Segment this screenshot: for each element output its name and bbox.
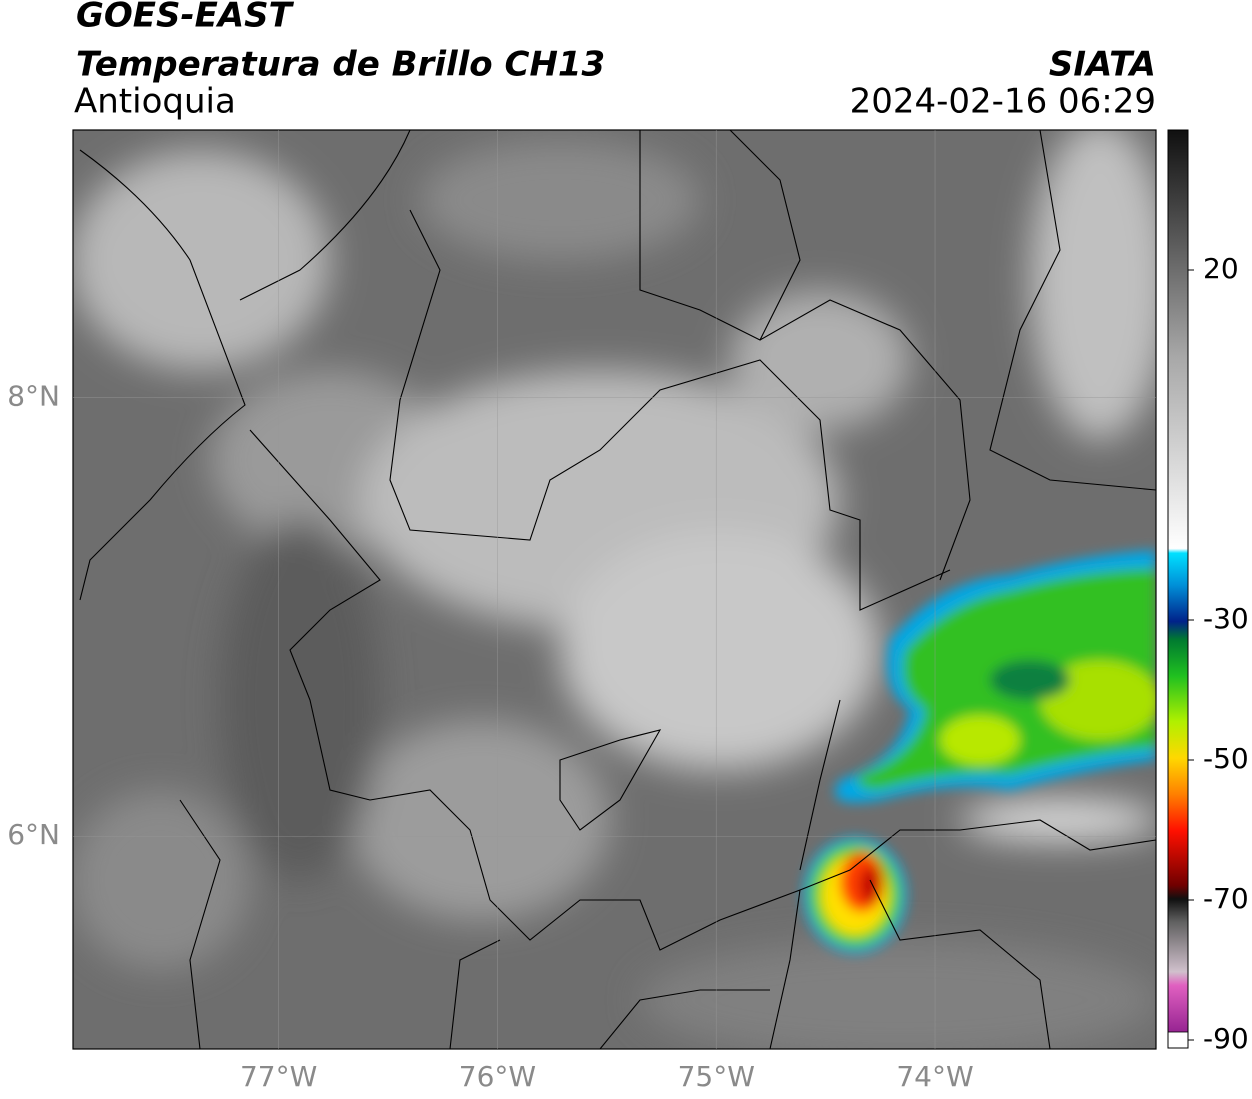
lon-label: 75°W [678, 1060, 755, 1093]
colorbar-tick-label: 20 [1203, 252, 1239, 285]
colorbar-tick-label: -30 [1203, 602, 1249, 635]
colorbar-extension [1167, 1031, 1189, 1049]
region: Antioquia [74, 82, 236, 122]
title: GOES-EAST [76, 0, 295, 36]
colorbar-frame [1167, 129, 1189, 1049]
colorbar-tick-label: -90 [1203, 1022, 1249, 1055]
lat-label: 6°N [7, 818, 60, 851]
colorbar-tick-label: -50 [1203, 742, 1249, 775]
lat-label: 8°N [7, 380, 60, 413]
colorbar-tick-label: -70 [1203, 882, 1249, 915]
source: SIATA [1049, 45, 1156, 85]
map-frame [72, 129, 1157, 1050]
lon-label: 76°W [459, 1060, 536, 1093]
subtitle: Temperatura de Brillo CH13 [76, 45, 605, 85]
satellite-image [73, 130, 1156, 1049]
datetime: 2024-02-16 06:29 [850, 82, 1156, 122]
lon-label: 74°W [896, 1060, 973, 1093]
lon-label: 77°W [240, 1060, 317, 1093]
colorbar [1168, 130, 1188, 1040]
